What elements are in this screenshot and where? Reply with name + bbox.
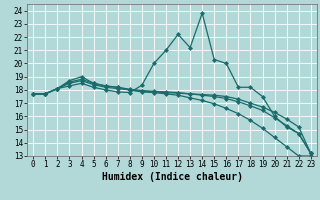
X-axis label: Humidex (Indice chaleur): Humidex (Indice chaleur) [101, 172, 243, 182]
